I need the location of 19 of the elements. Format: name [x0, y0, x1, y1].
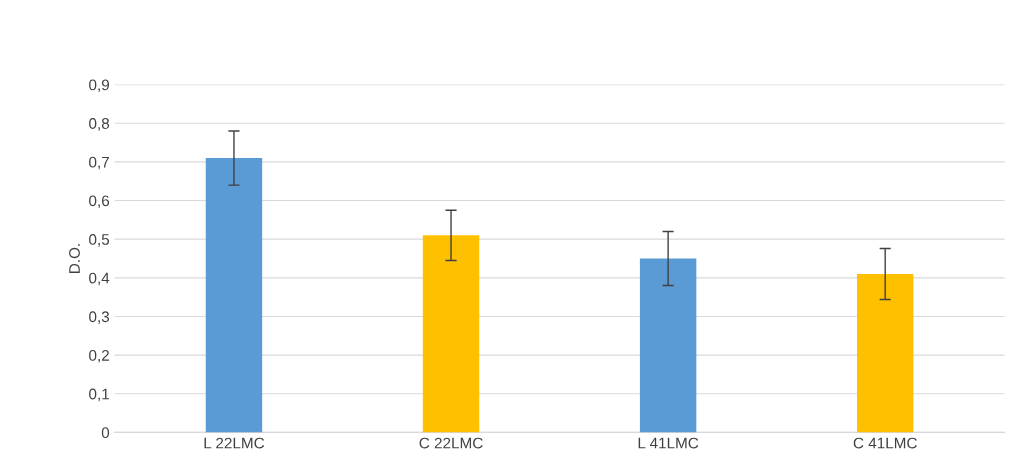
- y-tick-label: 0,6: [89, 195, 110, 209]
- y-tick-label: 0,1: [89, 388, 109, 402]
- x-tick-label: C 22LMC: [419, 437, 483, 449]
- y-tick-label: 0,7: [89, 156, 109, 170]
- x-tick-label: L 41LMC: [638, 437, 699, 449]
- x-tick-label: L 22LMC: [204, 437, 265, 449]
- y-tick-label: 0,5: [89, 234, 110, 247]
- x-tick-label: C 41LMC: [853, 437, 917, 449]
- y-axis-title: D.O.: [69, 244, 80, 273]
- y-tick-label: 0,9: [89, 79, 109, 93]
- bar: [639, 258, 697, 433]
- bar: [422, 235, 480, 433]
- bar: [856, 273, 914, 433]
- y-tick-label: 0,2: [89, 349, 109, 363]
- y-tick-label: 0: [101, 427, 110, 439]
- bar: [205, 158, 263, 433]
- y-tick-label: 0,3: [89, 311, 110, 324]
- y-tick-label: 0,4: [89, 272, 110, 286]
- y-tick-label: 0,8: [89, 118, 110, 131]
